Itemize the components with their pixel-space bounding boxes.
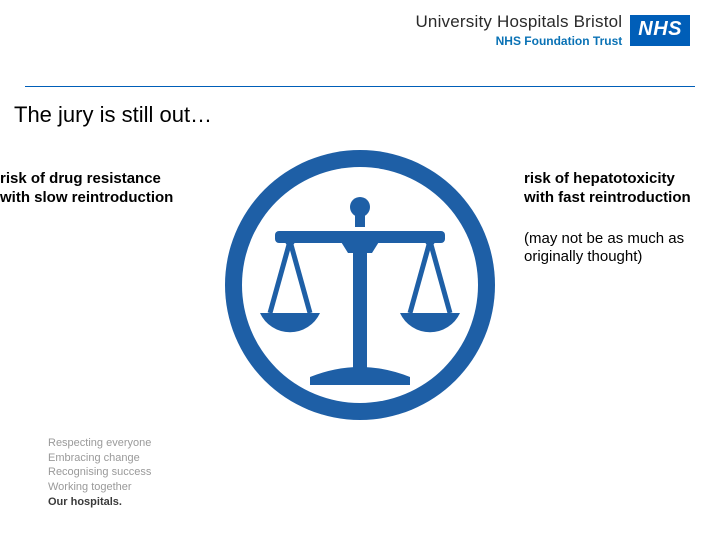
header: University Hospitals Bristol NHS Foundat…: [415, 12, 690, 48]
org-subtitle: NHS Foundation Trust: [415, 34, 622, 48]
slide: University Hospitals Bristol NHS Foundat…: [0, 0, 720, 540]
org-name: University Hospitals Bristol: [415, 12, 622, 32]
footer-line-2: Embracing change: [48, 451, 151, 466]
header-text: University Hospitals Bristol NHS Foundat…: [415, 12, 622, 48]
left-caption: risk of drug resistance with slow reintr…: [0, 170, 175, 208]
header-rule: [25, 86, 695, 87]
footer-line-5: Our hospitals.: [48, 495, 151, 510]
slide-title: The jury is still out…: [14, 102, 212, 128]
right-caption-note: (may not be as much as originally though…: [524, 230, 704, 268]
footer-line-1: Respecting everyone: [48, 436, 151, 451]
right-caption-bold: risk of hepatotoxicity with fast reintro…: [524, 170, 704, 208]
scales-icon: [220, 145, 500, 425]
footer-line-4: Working together: [48, 480, 151, 495]
right-caption: risk of hepatotoxicity with fast reintro…: [524, 170, 704, 267]
footer-line-3: Recognising success: [48, 465, 151, 480]
footer-values: Respecting everyone Embracing change Rec…: [48, 436, 151, 510]
nhs-badge: NHS: [630, 15, 690, 46]
